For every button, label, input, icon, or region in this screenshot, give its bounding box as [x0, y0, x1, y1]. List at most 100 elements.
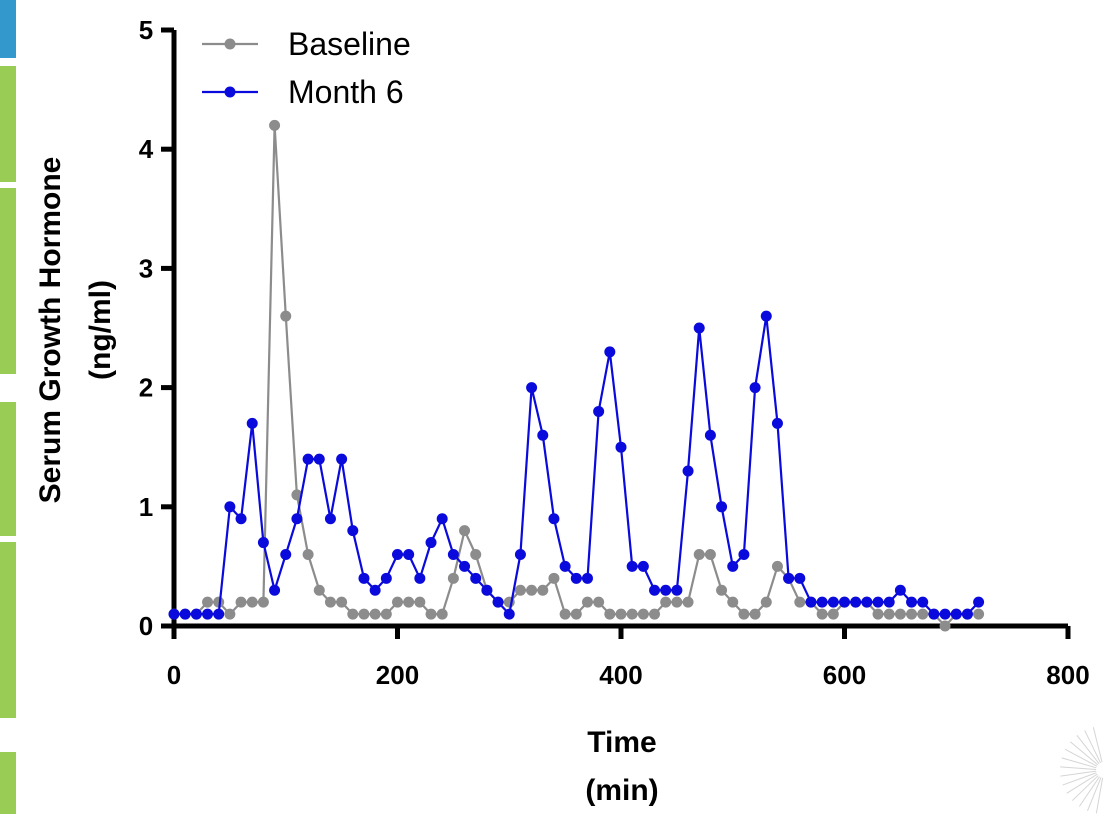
- data-point: [559, 560, 571, 572]
- data-point: [883, 596, 895, 608]
- data-point: [626, 608, 638, 620]
- data-point: [537, 584, 549, 596]
- data-point: [593, 596, 605, 608]
- data-point: [392, 548, 403, 560]
- x-axis-unit: (min): [585, 774, 658, 807]
- data-point: [235, 596, 247, 608]
- data-point: [615, 608, 627, 620]
- data-point: [727, 596, 739, 608]
- data-point: [570, 572, 582, 584]
- data-point: [839, 596, 850, 608]
- y-tick-label: 0: [139, 611, 153, 641]
- data-point: [269, 584, 281, 596]
- starburst-ray: [1072, 775, 1099, 801]
- side-bar-green-4: [0, 542, 16, 718]
- data-point: [816, 596, 828, 608]
- x-tick-label: 800: [1046, 660, 1089, 690]
- data-point: [369, 584, 381, 596]
- y-tick-label: 1: [139, 492, 153, 522]
- data-point: [537, 429, 549, 441]
- data-point: [939, 608, 951, 620]
- data-point: [704, 548, 716, 560]
- data-point: [671, 596, 683, 608]
- data-point: [246, 596, 258, 608]
- y-axis-unit: (ng/ml): [84, 280, 117, 380]
- data-point: [470, 572, 482, 584]
- starburst-ray: [1064, 748, 1098, 767]
- data-point: [403, 596, 415, 608]
- data-point: [447, 548, 459, 560]
- data-point: [827, 608, 839, 620]
- data-point: [604, 608, 616, 620]
- data-point: [313, 584, 325, 596]
- starburst-ray: [1061, 757, 1097, 769]
- data-point: [246, 417, 258, 429]
- data-point: [894, 584, 906, 596]
- data-point: [280, 548, 292, 560]
- data-point: [660, 596, 672, 608]
- series-1: [168, 310, 985, 620]
- starburst-ray: [1087, 777, 1102, 811]
- data-point: [436, 608, 448, 620]
- data-point: [827, 596, 839, 608]
- data-point: [392, 596, 403, 608]
- data-point: [257, 537, 269, 549]
- data-point: [425, 608, 437, 620]
- data-point: [302, 453, 314, 465]
- data-point: [615, 441, 627, 453]
- data-point: [749, 608, 761, 620]
- data-point: [213, 596, 225, 608]
- starburst-ray: [1078, 776, 1100, 807]
- data-point: [637, 608, 649, 620]
- starburst-ray: [1092, 727, 1103, 763]
- data-point: [872, 608, 884, 620]
- y-tick-label: 3: [139, 253, 153, 283]
- data-point: [917, 596, 929, 608]
- data-point: [850, 596, 862, 608]
- data-point: [716, 501, 728, 513]
- data-point: [470, 548, 482, 560]
- legend-label: Baseline: [288, 26, 411, 62]
- data-point: [682, 465, 694, 477]
- data-point: [660, 584, 672, 596]
- data-point: [771, 417, 783, 429]
- data-point: [961, 608, 973, 620]
- data-point: [436, 513, 448, 525]
- starburst-ray: [1066, 773, 1098, 794]
- data-point: [637, 560, 649, 572]
- data-point: [805, 596, 817, 608]
- data-point: [716, 584, 728, 596]
- data-point: [738, 608, 750, 620]
- starburst-ray: [1095, 777, 1104, 814]
- data-point: [179, 608, 191, 620]
- side-bar-green-5: [0, 752, 16, 814]
- data-point: [492, 596, 504, 608]
- data-point: [213, 608, 225, 620]
- data-point: [593, 405, 605, 417]
- data-point: [447, 572, 459, 584]
- data-point: [514, 584, 526, 596]
- starburst-ray: [1062, 772, 1097, 786]
- data-point: [693, 548, 705, 560]
- data-point: [202, 596, 214, 608]
- starburst-ray: [1084, 730, 1101, 764]
- data-point: [302, 548, 314, 560]
- data-point: [459, 525, 471, 537]
- data-point: [760, 596, 772, 608]
- data-point: [950, 608, 962, 620]
- data-point: [526, 382, 538, 394]
- data-point: [771, 560, 783, 572]
- data-point: [224, 608, 236, 620]
- side-bar-green-3: [0, 402, 16, 536]
- data-point: [526, 584, 538, 596]
- data-point: [548, 513, 560, 525]
- data-point: [559, 608, 571, 620]
- data-point: [347, 608, 359, 620]
- side-bar-blue: [0, 0, 16, 58]
- data-point: [760, 310, 772, 322]
- data-point: [626, 560, 638, 572]
- y-tick-label: 5: [139, 15, 153, 45]
- legend-marker: [224, 38, 236, 50]
- y-tick-label: 2: [139, 373, 153, 403]
